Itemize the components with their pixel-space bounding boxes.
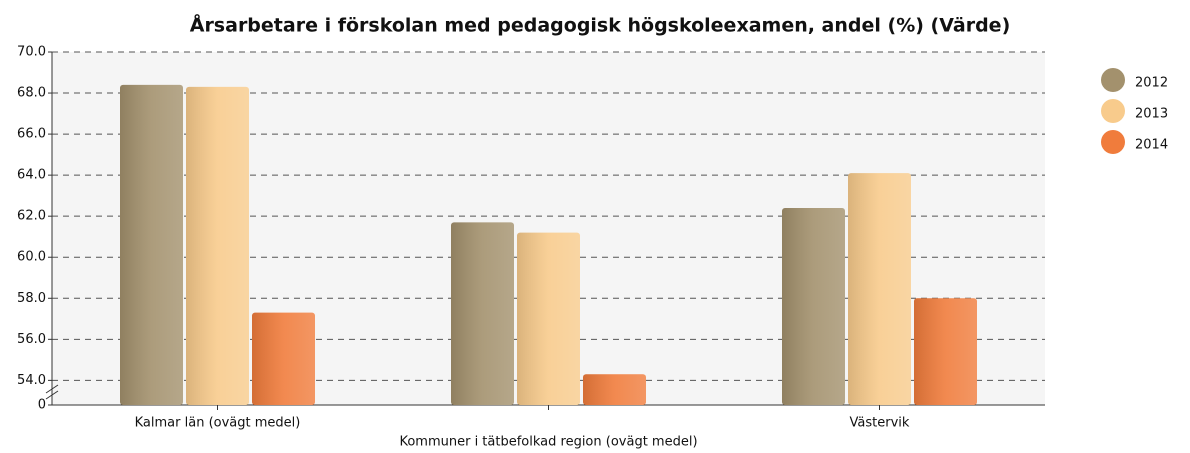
x-tick-label: Kommuner i tätbefolkad region (ovägt med… <box>399 435 697 450</box>
legend-swatch <box>1101 68 1125 92</box>
legend-swatch <box>1101 99 1125 123</box>
y-tick-label: 60.0 <box>17 250 46 265</box>
y-tick-label: 68.0 <box>17 86 46 101</box>
y-tick-label: 54.0 <box>17 373 46 388</box>
legend-label: 2014 <box>1135 138 1168 153</box>
y-tick-label: 66.0 <box>17 127 46 142</box>
legend-label: 2013 <box>1135 107 1168 122</box>
y-tick-label: 58.0 <box>17 291 46 306</box>
y-tick-label: 70.0 <box>17 45 46 60</box>
y-tick-label: 56.0 <box>17 332 46 347</box>
bar-shade <box>914 298 977 405</box>
bar-shade <box>517 232 580 405</box>
bar-shade <box>451 222 514 405</box>
bar-shade <box>252 312 315 405</box>
legend-label: 2012 <box>1135 76 1168 91</box>
legend-swatch <box>1101 130 1125 154</box>
bar-shade <box>848 173 911 405</box>
axis-break <box>45 384 59 400</box>
chart-title: Årsarbetare i förskolan med pedagogisk h… <box>190 13 1011 37</box>
y-tick-label: 0 <box>38 398 46 413</box>
bar-shade <box>120 84 183 405</box>
bar-shade <box>782 207 845 405</box>
x-tick-label: Kalmar län (ovägt medel) <box>135 416 301 431</box>
y-tick-label: 64.0 <box>17 168 46 183</box>
x-tick-label: Västervik <box>850 416 910 431</box>
bar-shade <box>583 374 646 405</box>
bar-shade <box>186 86 249 406</box>
y-tick-label: 62.0 <box>17 209 46 224</box>
